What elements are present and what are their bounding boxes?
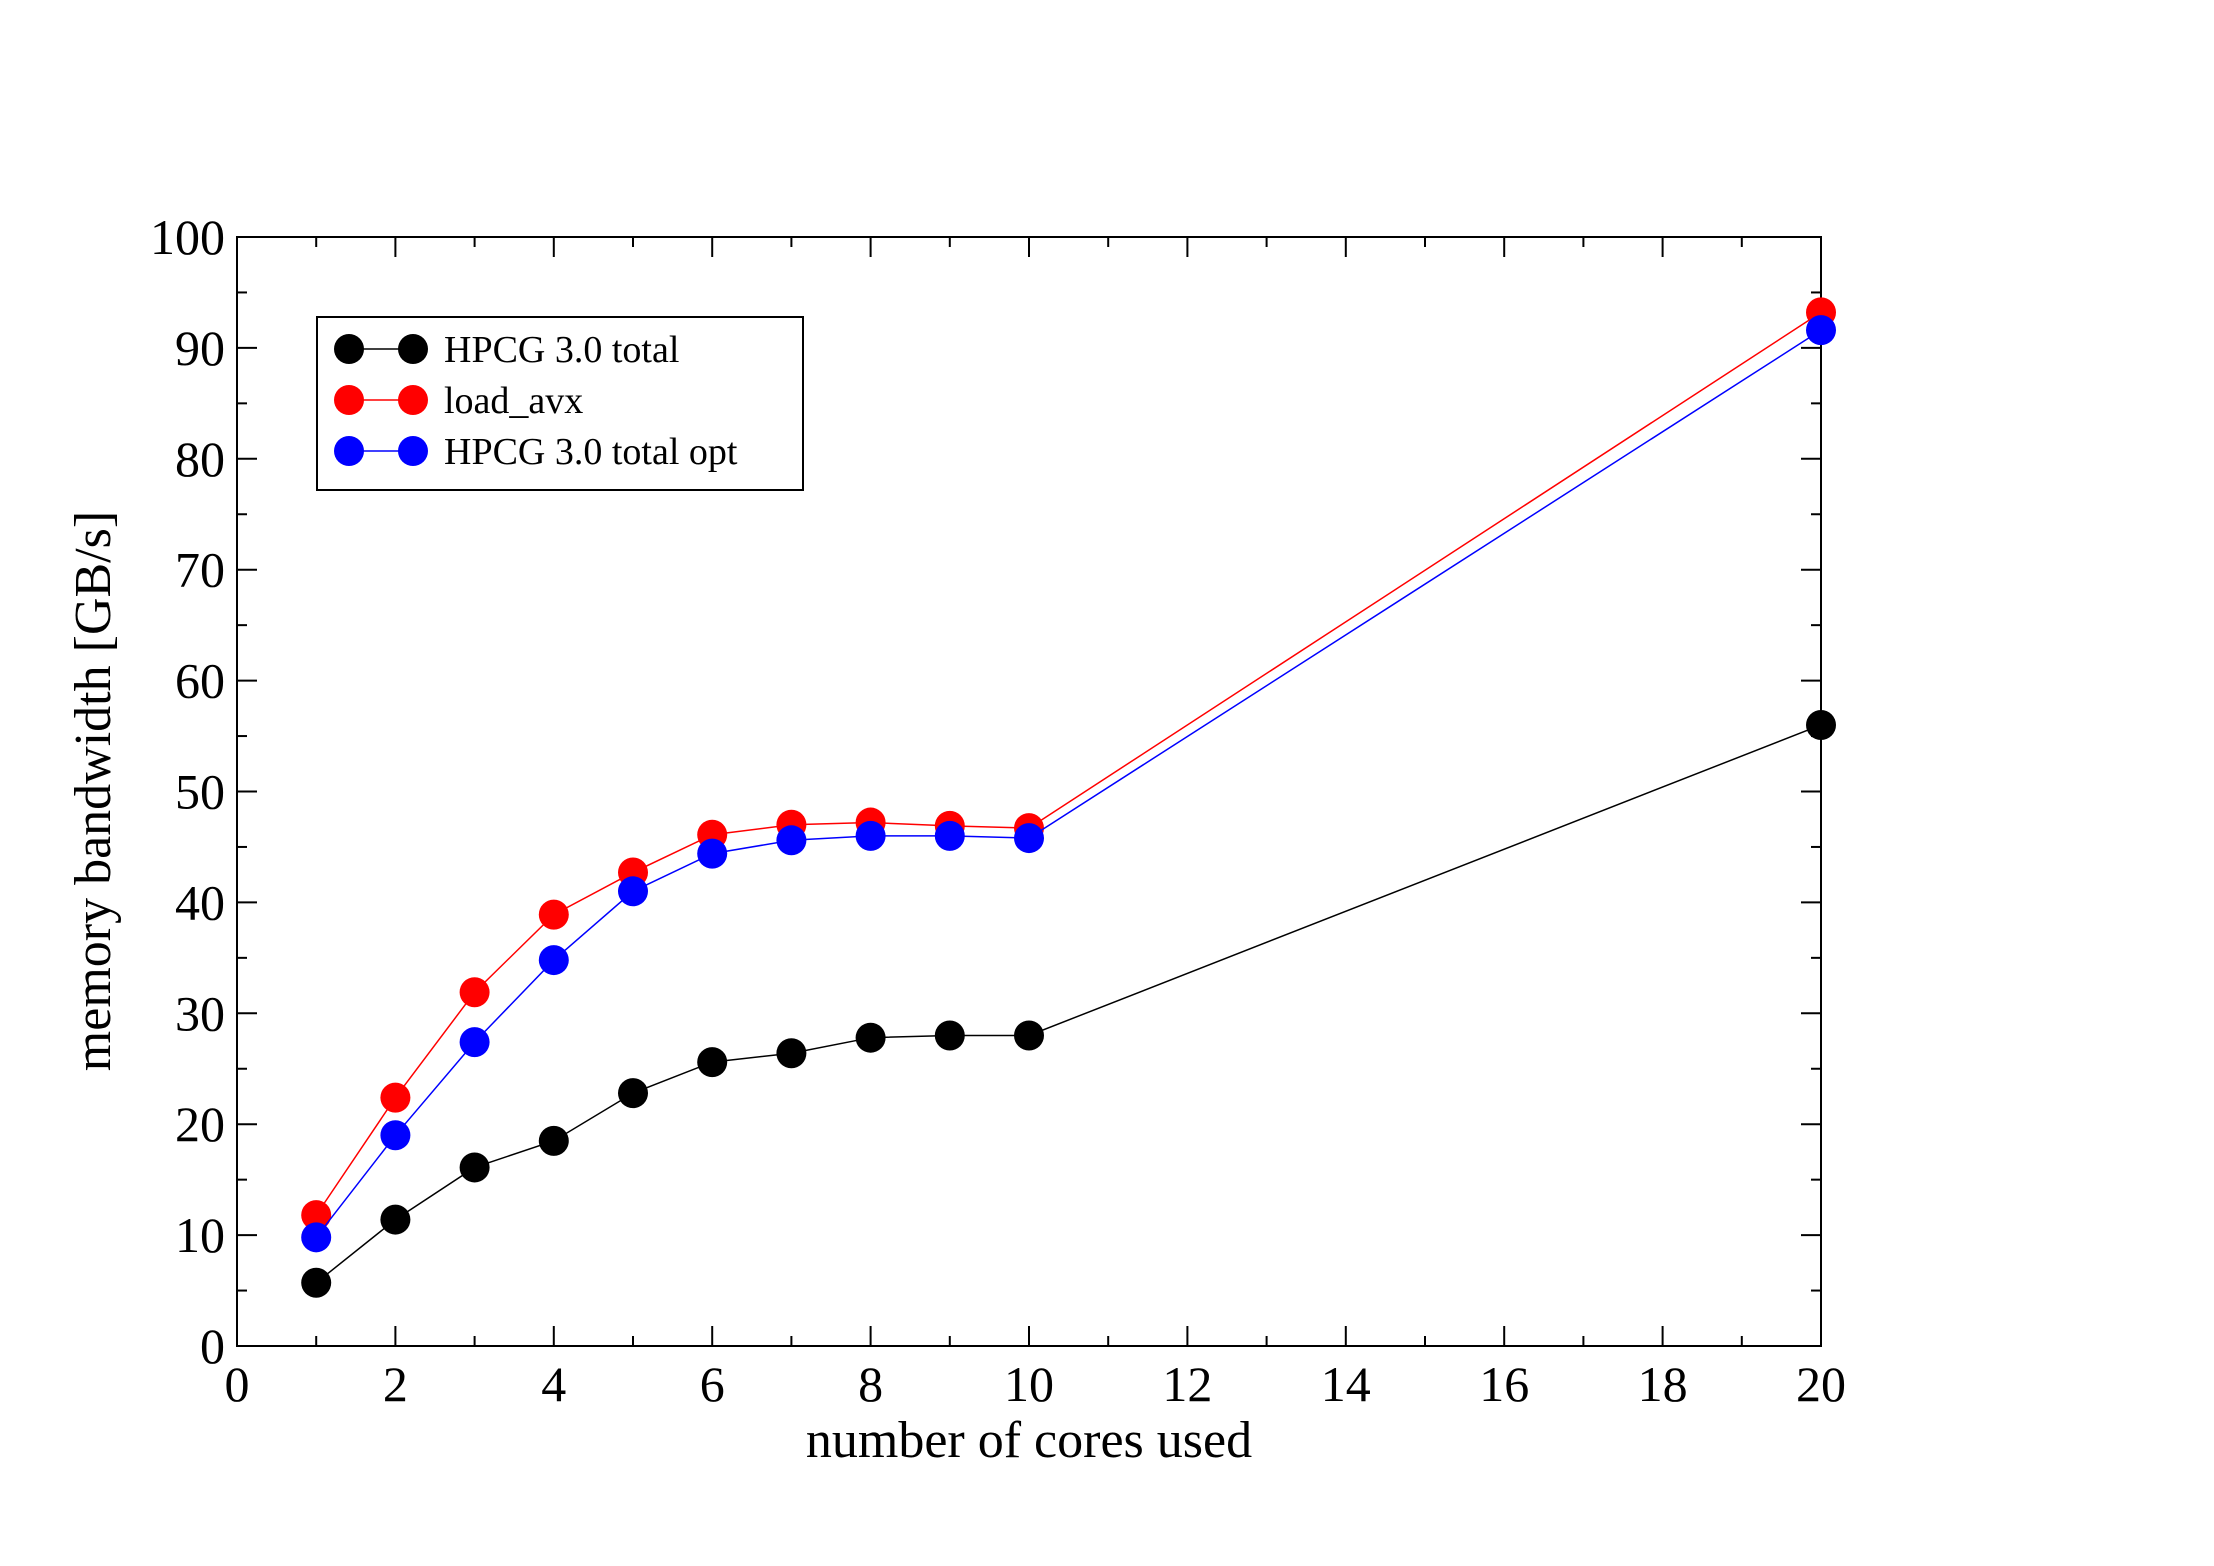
y-tick-label: 0 xyxy=(200,1318,225,1374)
x-tick-label: 18 xyxy=(1638,1356,1688,1412)
y-tick-label: 20 xyxy=(175,1096,225,1152)
data-point xyxy=(776,825,807,856)
series-3 xyxy=(301,315,1836,1253)
data-point xyxy=(855,820,886,851)
data-point xyxy=(934,1020,965,1051)
data-point xyxy=(697,838,728,869)
y-tick-label: 60 xyxy=(175,653,225,709)
x-tick-label: 16 xyxy=(1479,1356,1529,1412)
y-tick-label: 10 xyxy=(175,1207,225,1263)
data-point xyxy=(459,977,490,1008)
legend-marker xyxy=(334,385,364,415)
x-tick-label: 8 xyxy=(858,1356,883,1412)
legend-marker xyxy=(334,334,364,364)
data-point xyxy=(1014,1020,1044,1051)
data-point xyxy=(1014,823,1044,854)
x-tick-label: 6 xyxy=(700,1356,725,1412)
data-point xyxy=(1806,709,1836,740)
legend-label: load_avx xyxy=(444,380,583,422)
legend-marker xyxy=(398,334,428,364)
data-point xyxy=(459,1027,490,1058)
data-point xyxy=(697,1047,728,1078)
data-point xyxy=(380,1082,411,1113)
data-point xyxy=(459,1152,490,1183)
x-tick-label: 0 xyxy=(225,1356,250,1412)
x-axis-title: number of cores used xyxy=(806,1412,1252,1469)
data-point xyxy=(538,945,569,976)
data-point xyxy=(380,1120,411,1151)
data-point xyxy=(538,899,569,930)
data-point xyxy=(934,820,965,851)
y-tick-label: 70 xyxy=(175,542,225,598)
x-tick-label: 20 xyxy=(1796,1356,1846,1412)
data-point xyxy=(301,1222,332,1253)
data-point xyxy=(301,1267,332,1298)
data-point xyxy=(618,1078,648,1109)
x-tick-label: 12 xyxy=(1162,1356,1212,1412)
series-1 xyxy=(301,709,1836,1298)
y-tick-label: 40 xyxy=(175,874,225,930)
x-tick-label: 10 xyxy=(1004,1356,1054,1412)
data-point xyxy=(1806,315,1836,346)
legend-item: load_avx xyxy=(334,380,583,422)
y-tick-label: 50 xyxy=(175,764,225,820)
legend-marker xyxy=(398,436,428,466)
legend-label: HPCG 3.0 total xyxy=(444,329,679,371)
x-tick-label: 2 xyxy=(383,1356,408,1412)
y-tick-label: 80 xyxy=(175,431,225,487)
data-point xyxy=(301,1200,332,1231)
legend-marker xyxy=(334,436,364,466)
y-tick-label: 90 xyxy=(175,320,225,376)
data-point xyxy=(538,1125,569,1156)
legend: HPCG 3.0 total load_avx HPCG 3.0 total opt xyxy=(316,316,804,491)
x-tick-label: 4 xyxy=(541,1356,566,1412)
legend-item: HPCG 3.0 total opt xyxy=(334,431,738,473)
y-axis-title: memory bandwidth [GB/s] xyxy=(65,511,122,1071)
data-point xyxy=(855,1022,886,1053)
x-tick-label: 14 xyxy=(1321,1356,1371,1412)
y-tick-label: 100 xyxy=(150,209,225,265)
legend-label: HPCG 3.0 total opt xyxy=(444,431,738,473)
data-point xyxy=(618,876,648,907)
legend-item: HPCG 3.0 total xyxy=(334,329,679,371)
axis-ticks: 0 2 4 6 8 10 12 14 16 18 20 0 10 20 30 40 50 60 70 80 90 100 xyxy=(150,209,1846,1412)
data-point xyxy=(776,1038,807,1069)
series-layer xyxy=(301,297,1836,1298)
legend-marker xyxy=(398,385,428,415)
data-point xyxy=(380,1204,411,1235)
series-line xyxy=(315,724,1822,1284)
legend-box xyxy=(316,316,804,491)
y-tick-label: 30 xyxy=(175,985,225,1041)
